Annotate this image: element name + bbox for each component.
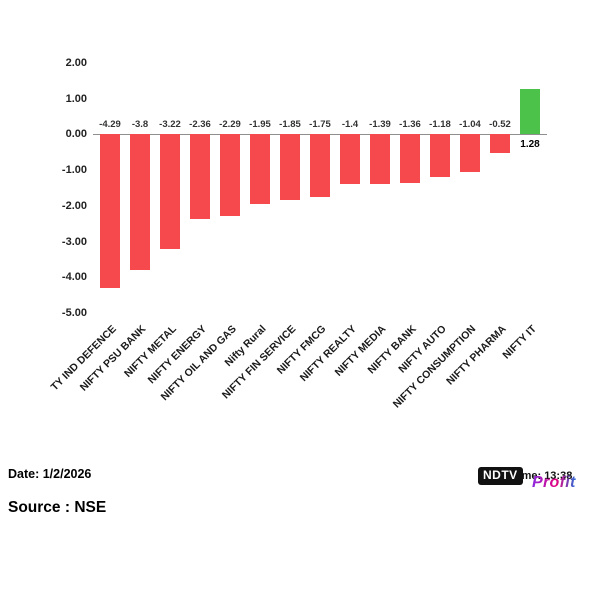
bar-value-label: -2.29	[219, 119, 241, 131]
bar-negative	[280, 134, 300, 201]
bar-value-label: -1.39	[369, 119, 391, 131]
bar-positive	[520, 88, 540, 135]
source-label: Source : NSE	[8, 499, 107, 516]
bar-value-label: -1.95	[249, 119, 271, 131]
bar-negative	[100, 134, 120, 288]
bar-value-label: -3.22	[159, 119, 181, 131]
bar-negative	[490, 134, 510, 153]
bar-value-label: -1.18	[429, 119, 451, 131]
bar-value-label: -1.85	[279, 119, 301, 131]
bar-negative	[130, 134, 150, 271]
y-axis-tick-label: 0.00	[65, 128, 87, 141]
brand-area: Time: 13:38 NDTV Profit	[478, 464, 596, 494]
bar-value-label: -4.29	[99, 119, 121, 131]
bar-value-label: -3.8	[131, 119, 149, 131]
date-label: Date: 1/2/2026	[8, 467, 92, 481]
y-axis-tick-label: 2.00	[65, 57, 87, 69]
bar-negative	[340, 134, 360, 185]
bar-value-label: -1.75	[309, 119, 331, 131]
bar-negative	[460, 134, 480, 172]
bar-value-label: -1.4	[341, 119, 359, 131]
bar-value-label: -1.36	[399, 119, 421, 131]
bar-negative	[370, 134, 390, 185]
y-axis-tick-label: -1.00	[61, 164, 87, 177]
bar-negative	[190, 134, 210, 219]
bar-negative	[430, 134, 450, 177]
bar-negative	[400, 134, 420, 183]
plot-area: 2.00 1.00 0.00 -1.00 -2.00 -3.00 -4.00 -5.00 -4.…	[48, 57, 547, 411]
profit-logo: Profit	[532, 474, 576, 491]
bar-negative	[160, 134, 180, 250]
bar-negative	[220, 134, 240, 217]
y-axis-tick-label: 1.00	[65, 92, 87, 105]
time-label: Time: 13:38	[512, 470, 572, 482]
bar-value-label: -1.04	[459, 119, 481, 131]
y-axis-tick-label: -4.00	[61, 271, 87, 284]
bar-negative	[250, 134, 270, 205]
bar-value-label: -2.36	[189, 119, 211, 131]
bar-negative	[310, 134, 330, 197]
y-axis-tick-label: -5.00	[61, 307, 87, 319]
bar-value-label: 1.28	[520, 139, 540, 151]
bar-value-label: -0.52	[489, 119, 511, 131]
ndtv-logo: NDTV	[478, 467, 523, 485]
y-axis-tick-label: -3.00	[61, 235, 87, 248]
y-axis-tick-label: -2.00	[61, 199, 87, 212]
